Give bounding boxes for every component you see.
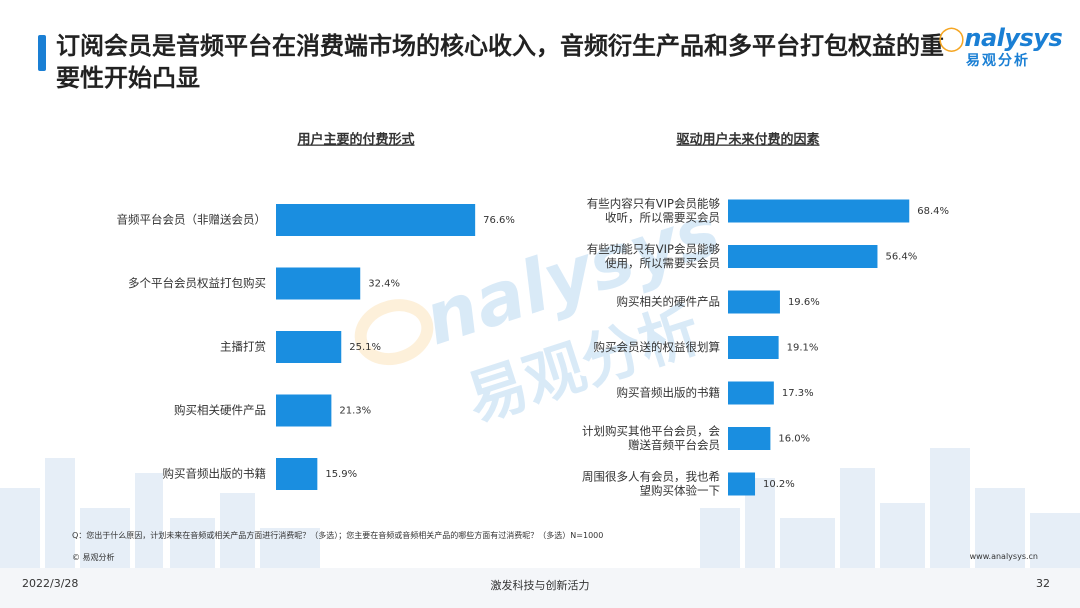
value-label-1-3: 25.1% <box>349 342 381 353</box>
value-label-2-5: 17.3% <box>782 388 814 399</box>
value-label-1-5: 15.9% <box>325 469 357 480</box>
category-label-2-2: 有些功能只有VIP会员能够 <box>587 242 721 256</box>
bar-2-7 <box>728 472 756 496</box>
bar-1-4 <box>276 394 332 427</box>
bar-1-1 <box>276 204 476 236</box>
bar-2-2 <box>728 245 878 268</box>
logo-cn: 易观分析 <box>966 53 1030 69</box>
value-label-1-4: 21.3% <box>339 406 371 417</box>
chart-1-title: 用户主要的付费形式 <box>296 132 414 148</box>
bar-1-2 <box>276 267 361 300</box>
logo-o-glyph: ◯ <box>938 24 965 52</box>
category-label-2-7: 望购买体验一下 <box>640 484 721 498</box>
logo-word: nalysys <box>964 24 1063 52</box>
bar-2-6 <box>728 427 771 450</box>
value-label-2-2: 56.4% <box>885 252 917 263</box>
title-accent-bar <box>38 35 46 71</box>
bar-2-4 <box>728 336 779 359</box>
footer-band <box>0 568 1080 608</box>
skyline-background <box>0 418 1080 568</box>
category-label-1-4: 购买相关硬件产品 <box>174 403 266 417</box>
bar-2-5 <box>728 381 774 405</box>
value-label-2-1: 68.4% <box>917 206 949 217</box>
chart-2-title: 驱动用户未来付费的因素 <box>676 132 819 148</box>
copyright: © 易观分析 <box>72 553 115 562</box>
analysys-logo: ◯nalysys 易观分析 <box>938 24 1063 70</box>
category-label-2-3: 购买相关的硬件产品 <box>617 295 721 309</box>
category-label-1-3: 主播打赏 <box>220 340 266 354</box>
value-label-2-7: 10.2% <box>763 479 795 490</box>
bar-2-1 <box>728 199 910 223</box>
category-label-2-6: 赠送音频平台会员 <box>628 438 720 452</box>
category-label-1-5: 购买音频出版的书籍 <box>163 467 267 481</box>
value-label-1-2: 32.4% <box>368 279 400 290</box>
category-label-1-1: 音频平台会员（非赠送会员） <box>117 213 267 227</box>
category-label-2-1: 有些内容只有VIP会员能够 <box>587 197 721 211</box>
bar-2-3 <box>728 290 780 314</box>
category-label-2-5: 购买音频出版的书籍 <box>617 386 721 400</box>
footer-slogan: 激发科技与创新活力 <box>490 579 590 592</box>
value-label-1-1: 76.6% <box>483 215 515 226</box>
website-link[interactable]: www.analysys.cn <box>969 552 1038 561</box>
category-label-2-7: 周围很多人有会员，我也希 <box>582 470 720 484</box>
category-label-2-2: 使用，所以需要买会员 <box>605 256 720 270</box>
page-number: 32 <box>1036 577 1050 590</box>
bar-1-5 <box>276 458 318 490</box>
category-label-1-2: 多个平台会员权益打包购买 <box>128 276 266 290</box>
value-label-2-6: 16.0% <box>778 434 810 445</box>
footer-date: 2022/3/28 <box>22 577 79 590</box>
bar-1-3 <box>276 331 342 363</box>
category-label-2-1: 收听，所以需要买会员 <box>605 211 720 225</box>
value-label-2-4: 19.1% <box>787 343 819 354</box>
category-label-2-6: 计划购买其他平台会员，会 <box>582 424 720 438</box>
category-label-2-4: 购买会员送的权益很划算 <box>594 340 721 354</box>
page-title: 订阅会员是音频平台在消费端市场的核心收入，音频衍生产品和多平台打包权益的重要性开… <box>56 32 944 92</box>
survey-footnote: Q：您出于什么原因，计划未来在音频或相关产品方面进行消费呢？（多选）；您主要在音… <box>72 531 604 540</box>
value-label-2-3: 19.6% <box>788 297 820 308</box>
